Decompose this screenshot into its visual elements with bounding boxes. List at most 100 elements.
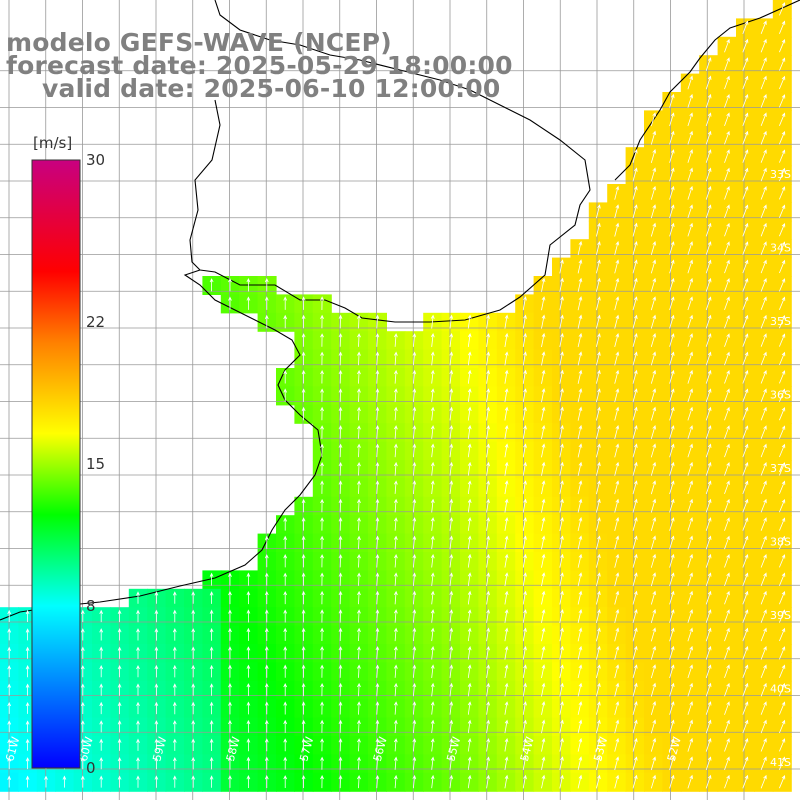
wind-arrow (412, 609, 417, 623)
wind-arrow (154, 701, 159, 715)
wind-arrow (742, 480, 749, 495)
wind-arrow (449, 314, 454, 329)
wind-arrow (705, 756, 712, 771)
wind-arrow (705, 167, 712, 182)
wind-arrow (375, 609, 380, 623)
wind-arrow (577, 480, 583, 495)
wind-arrow (283, 590, 288, 605)
wind-arrow (449, 535, 454, 550)
wind-arrow (760, 646, 767, 660)
wind-arrow (25, 665, 30, 678)
wind-arrow (632, 277, 638, 292)
wind-arrow (760, 20, 767, 35)
wind-arrow (80, 628, 85, 641)
wind-arrow (632, 314, 638, 329)
wind-arrow (522, 609, 527, 623)
south-american-coastline (0, 269, 323, 621)
wind-arrow (467, 517, 472, 531)
wind-arrow (430, 719, 435, 734)
wind-arrow (596, 590, 601, 605)
wind-arrow (412, 738, 417, 752)
wind-arrow (357, 609, 361, 623)
wind-arrow (99, 609, 104, 623)
wind-arrow (357, 314, 361, 329)
wind-arrow (522, 719, 527, 734)
wind-arrow (596, 682, 601, 697)
wind-arrow (320, 480, 324, 494)
wind-arrow (577, 719, 583, 734)
wind-arrow (687, 461, 693, 476)
wind-arrow (596, 701, 601, 715)
wind-arrow (742, 241, 749, 255)
wind-arrow (172, 664, 177, 678)
wind-arrow (393, 517, 398, 531)
wind-arrow (449, 738, 454, 752)
wind-arrow (650, 443, 657, 458)
wind-arrow (669, 351, 675, 366)
wind-arrow (705, 517, 712, 531)
wind-arrow (779, 719, 786, 734)
latitude-label: 41S (770, 756, 791, 769)
wind-arrow (559, 296, 564, 311)
wind-arrow (687, 627, 693, 642)
wind-arrow (760, 222, 767, 237)
wind-arrow (154, 720, 159, 733)
wind-arrow (632, 296, 638, 311)
wind-arrow (449, 498, 454, 513)
wind-arrow (541, 388, 546, 403)
wind-arrow (577, 424, 583, 440)
wind-arrow (430, 627, 435, 642)
wind-arrow (301, 406, 306, 421)
wind-arrow (614, 553, 620, 568)
wind-arrow (687, 645, 693, 660)
wind-arrow (742, 278, 749, 292)
wind-arrow (80, 646, 85, 659)
wind-arrow (486, 590, 490, 605)
wind-arrow (338, 535, 343, 550)
wind-arrow (541, 701, 546, 715)
wind-arrow (301, 535, 306, 549)
wind-arrow (486, 756, 490, 770)
wind-arrow (541, 369, 546, 384)
wind-arrow (338, 609, 343, 623)
wind-arrow (705, 57, 712, 71)
wind-arrow (760, 554, 767, 568)
wind-arrow (687, 296, 693, 311)
wind-arrow (577, 314, 583, 329)
wind-arrow (264, 756, 269, 770)
wind-arrow (742, 425, 749, 439)
colorbar: [m/s] 30 22 15 8 0 (31, 134, 105, 777)
wind-arrow (264, 775, 269, 788)
wind-arrow (760, 682, 767, 697)
wind-arrow (154, 591, 159, 604)
wind-arrow (449, 682, 454, 697)
wind-arrow (430, 645, 435, 660)
wind-arrow (449, 645, 454, 660)
wind-arrow (301, 738, 306, 752)
wind-arrow (760, 241, 767, 255)
wind-arrow (412, 572, 417, 586)
wind-arrow (301, 369, 306, 384)
wind-arrow (687, 130, 693, 145)
wind-arrow (614, 185, 620, 200)
wind-arrow (504, 369, 509, 384)
wind-arrow (742, 701, 749, 715)
wind-arrow (467, 682, 472, 697)
wind-arrow (705, 112, 712, 127)
wind-arrow (577, 498, 583, 513)
wind-arrow (467, 664, 472, 678)
wind-arrow (449, 701, 454, 715)
wind-arrow (724, 75, 730, 90)
wind-arrow (577, 627, 583, 642)
wind-arrow (430, 369, 435, 384)
wind-arrow (687, 167, 693, 182)
wind-arrow (320, 719, 324, 733)
wind-arrow (393, 369, 398, 384)
wind-arrow (779, 738, 786, 752)
wind-arrow (172, 738, 177, 751)
wind-arrow (191, 646, 196, 659)
wind-arrow (283, 369, 288, 384)
wind-arrow (412, 701, 417, 715)
wind-arrow (577, 553, 583, 568)
wind-arrow (779, 241, 786, 255)
